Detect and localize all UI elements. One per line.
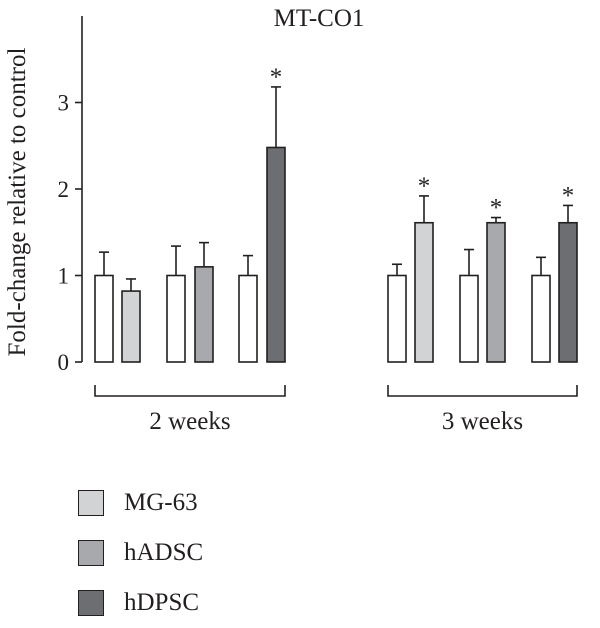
significance-marker-3weeks-hadsc: *	[490, 195, 503, 222]
chart: MT-CO1 Fold-change relative to control 0…	[4, 5, 578, 435]
bar-treated-2weeks-hadsc	[194, 266, 214, 363]
bar-control-2weeks-hadsc	[166, 274, 186, 363]
y-axis-label: Fold-change relative to control	[4, 47, 31, 356]
legend-label-hdpsc: hDPSC	[124, 589, 200, 616]
legend-swatch-hadsc	[78, 540, 104, 566]
group-bracket-1	[387, 385, 578, 397]
legend-item-mg63: MG-63	[78, 478, 203, 528]
bar-treated-3weeks-hdpsc	[558, 221, 578, 363]
legend: MG-63 hADSC hDPSC	[78, 478, 203, 628]
legend-item-hdpsc: hDPSC	[78, 578, 203, 628]
bar-treated-2weeks-hdpsc	[266, 146, 286, 363]
group-label-1: 3 weeks	[442, 408, 523, 435]
significance-marker-3weeks-mg63: *	[418, 173, 431, 200]
group-bracket-0	[94, 385, 286, 397]
y-tick-label-0: 0	[58, 350, 70, 375]
legend-label-hadsc: hADSC	[124, 539, 204, 566]
chart-title: MT-CO1	[274, 5, 365, 32]
bar-control-2weeks-hdpsc	[238, 274, 258, 363]
bar-treated-3weeks-hadsc	[486, 221, 506, 363]
legend-label-mg63: MG-63	[124, 489, 198, 516]
bar-treated-2weeks-mg63	[121, 290, 141, 363]
legend-swatch-mg63	[78, 490, 104, 516]
significance-marker-3weeks-hdpsc: *	[562, 182, 575, 209]
legend-swatch-hdpsc	[78, 590, 104, 616]
bar-control-3weeks-hdpsc	[531, 274, 551, 363]
bar-control-2weeks-mg63	[94, 274, 114, 363]
significance-marker-2weeks-hdpsc: *	[270, 64, 283, 91]
bar-treated-3weeks-mg63	[414, 221, 434, 363]
y-tick-label-3: 3	[58, 91, 70, 116]
bar-control-3weeks-mg63	[387, 274, 407, 363]
y-tick-label-2: 2	[58, 177, 70, 202]
group-label-0: 2 weeks	[149, 408, 230, 435]
y-tick-label-1: 1	[58, 264, 70, 289]
legend-item-hadsc: hADSC	[78, 528, 203, 578]
bar-control-3weeks-hadsc	[459, 274, 479, 363]
